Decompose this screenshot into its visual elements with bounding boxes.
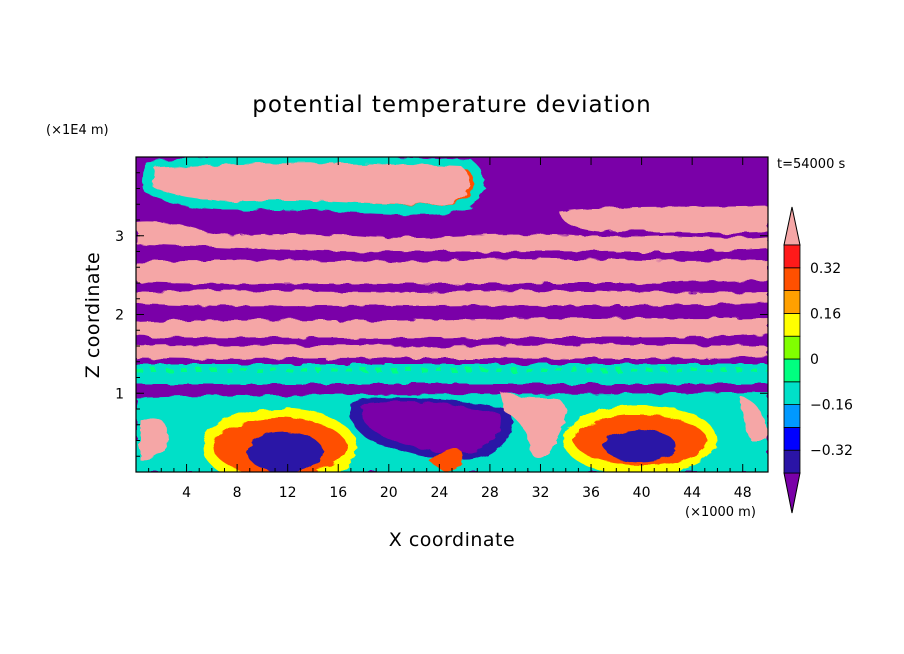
x-tick-label: 36 bbox=[582, 485, 600, 501]
x-tick-label: 44 bbox=[683, 485, 701, 501]
colorbar-bin bbox=[783, 426, 801, 451]
colorbar-tick-label: 0.16 bbox=[810, 306, 841, 322]
warm-band-2 bbox=[136, 258, 768, 284]
chart-title: potential temperature deviation bbox=[252, 92, 651, 118]
warm-band-4 bbox=[136, 318, 768, 338]
warm-band-1 bbox=[136, 221, 768, 252]
y-ticks: 1 2 3 bbox=[115, 172, 768, 457]
colorbar-extend-min bbox=[783, 472, 801, 514]
x-tick-label: 20 bbox=[380, 485, 398, 501]
colorbar-tick-label: 0.32 bbox=[810, 261, 841, 277]
y-tick-label: 2 bbox=[115, 308, 124, 324]
y-unit-label: (×1E4 m) bbox=[46, 123, 109, 138]
x-tick-label: 40 bbox=[633, 485, 651, 501]
colorbar-bin bbox=[783, 358, 801, 383]
colorbar-tick-label: −0.32 bbox=[810, 443, 853, 459]
cold-pool-center-core bbox=[361, 401, 502, 453]
warm-band-top-right bbox=[560, 206, 768, 234]
colorbar-tick-label: 0 bbox=[810, 352, 819, 368]
red-streak-1 bbox=[430, 448, 464, 472]
y-tick-label: 3 bbox=[115, 229, 124, 245]
colorbar-bin bbox=[783, 290, 801, 314]
x-ticks: 4 8 12 16 20 24 28 32 36 40 44 48 bbox=[148, 157, 756, 501]
plot-area bbox=[136, 157, 768, 472]
x-tick-label: 12 bbox=[279, 485, 297, 501]
colorbar-bin bbox=[783, 404, 801, 428]
warm-band-5 bbox=[136, 344, 768, 359]
stable-layer bbox=[136, 364, 768, 384]
x-axis-label: X coordinate bbox=[389, 529, 515, 551]
eddy-1-core bbox=[247, 432, 323, 472]
y-axis-label: Z coordinate bbox=[82, 252, 104, 378]
warm-plume-center bbox=[500, 392, 567, 459]
colorbar-bin bbox=[783, 312, 801, 337]
x-tick-label: 16 bbox=[329, 485, 347, 501]
x-tick-label: 28 bbox=[481, 485, 499, 501]
colorbar-bin bbox=[783, 335, 801, 360]
warm-plume-right bbox=[740, 396, 768, 440]
colorbar-tick-label: −0.16 bbox=[810, 398, 853, 414]
colorbar-bin bbox=[783, 449, 801, 474]
warm-plume-left bbox=[140, 416, 169, 461]
eddy-2-core bbox=[604, 430, 676, 462]
colorbar-extend-max bbox=[783, 206, 801, 246]
warm-cell-top-core bbox=[152, 163, 470, 205]
colorbar-bin bbox=[783, 267, 801, 291]
contour-fill bbox=[136, 157, 768, 472]
warm-band-3 bbox=[136, 290, 768, 306]
x-tick-label: 32 bbox=[532, 485, 550, 501]
colorbar-bin bbox=[783, 381, 801, 405]
time-label: t=54000 s bbox=[777, 157, 845, 172]
colorbar: 0.32 0.16 0 −0.16 −0.32 bbox=[783, 206, 853, 514]
x-tick-label: 4 bbox=[182, 485, 191, 501]
colorbar-bin bbox=[783, 244, 801, 269]
x-tick-label: 8 bbox=[233, 485, 242, 501]
x-tick-label: 48 bbox=[734, 485, 752, 501]
x-tick-label: 24 bbox=[430, 485, 448, 501]
x-unit-label: (×1000 m) bbox=[685, 505, 756, 520]
y-tick-label: 1 bbox=[115, 386, 124, 402]
